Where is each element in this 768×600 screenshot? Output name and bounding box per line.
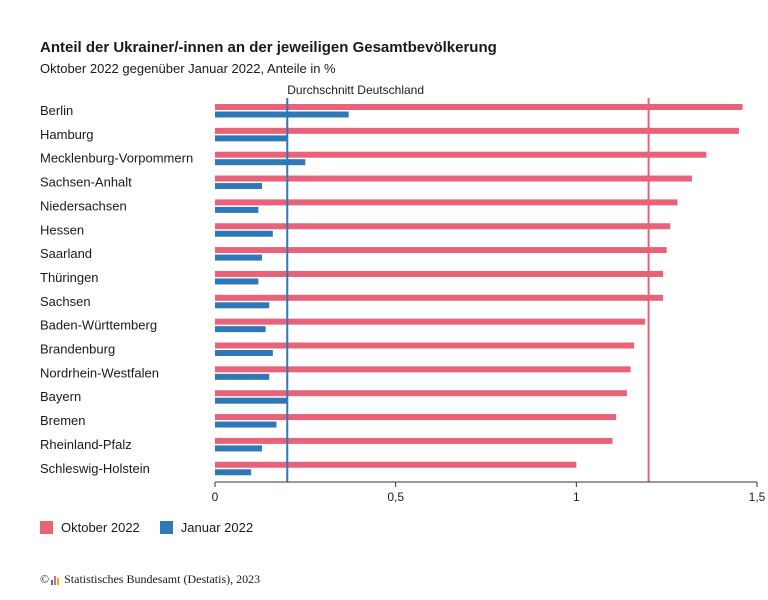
bar-januar bbox=[215, 469, 252, 476]
category-label: Bremen bbox=[40, 413, 86, 428]
category-label: Schleswig-Holstein bbox=[40, 461, 150, 476]
category-label: Baden-Württemberg bbox=[40, 318, 157, 333]
x-tick-label: 0 bbox=[212, 490, 219, 504]
category-label: Berlin bbox=[40, 103, 73, 118]
chart-subtitle: Oktober 2022 gegenüber Januar 2022, Ante… bbox=[40, 61, 336, 76]
bar-chart: Berlin Hamburg Mecklenburg-Vorpommern Sachs… bbox=[40, 83, 766, 504]
bar-oktober bbox=[215, 127, 739, 134]
category-label: Bayern bbox=[40, 389, 81, 404]
x-tick-label: 1 bbox=[573, 490, 580, 504]
legend-item-januar: Januar 2022 bbox=[159, 520, 254, 535]
x-tick-label: 1,5 bbox=[749, 490, 766, 504]
source-text: Statistisches Bundesamt (Destatis), 2023 bbox=[64, 572, 261, 586]
bar-januar bbox=[215, 206, 259, 213]
bar-oktober bbox=[215, 104, 743, 110]
category-label: Mecklenburg-Vorpommern bbox=[40, 151, 193, 166]
bar-oktober bbox=[215, 366, 631, 373]
bar-januar bbox=[215, 254, 262, 261]
bar-januar bbox=[215, 373, 270, 380]
legend-swatch-januar bbox=[159, 521, 173, 534]
category-label: Thüringen bbox=[40, 270, 99, 285]
reference-line-label: Durchschnitt Deutschland bbox=[287, 83, 424, 97]
bar-oktober bbox=[215, 151, 707, 158]
bar-oktober bbox=[215, 199, 678, 206]
bar-januar bbox=[215, 326, 266, 333]
chart-title: Anteil der Ukrainer/-innen an der jeweil… bbox=[40, 39, 497, 56]
legend: Oktober 2022 Januar 2022 bbox=[40, 520, 273, 535]
category-label: Niedersachsen bbox=[40, 198, 127, 213]
bar-januar bbox=[215, 445, 262, 452]
bar-oktober bbox=[215, 318, 645, 325]
bar-oktober bbox=[215, 223, 671, 230]
destatis-logo-icon bbox=[51, 575, 60, 585]
bar-januar bbox=[215, 302, 270, 309]
bar-oktober bbox=[215, 270, 664, 277]
legend-label-januar: Januar 2022 bbox=[180, 520, 254, 535]
source-note: © Statistisches Bundesamt (Destatis), 20… bbox=[40, 572, 260, 587]
legend-label-oktober: Oktober 2022 bbox=[61, 520, 140, 535]
bar-januar bbox=[215, 159, 306, 166]
copyright-symbol: © bbox=[40, 572, 50, 586]
bar-oktober bbox=[215, 437, 613, 444]
bar-oktober bbox=[215, 294, 664, 301]
category-label: Rheinland-Pfalz bbox=[40, 437, 132, 452]
bar-januar bbox=[215, 278, 259, 285]
category-label: Brandenburg bbox=[40, 342, 115, 357]
bar-oktober bbox=[215, 390, 627, 397]
bar-januar bbox=[215, 421, 277, 428]
category-label: Nordrhein-Westfalen bbox=[40, 365, 159, 380]
category-label: Sachsen bbox=[40, 294, 91, 309]
category-label: Sachsen-Anhalt bbox=[40, 175, 132, 190]
legend-swatch-oktober bbox=[40, 521, 53, 534]
bar-oktober bbox=[215, 414, 617, 421]
legend-item-oktober: Oktober 2022 bbox=[40, 520, 140, 535]
bar-januar bbox=[215, 397, 288, 404]
bar-januar bbox=[215, 350, 273, 356]
bar-januar bbox=[215, 230, 273, 237]
bar-januar bbox=[215, 135, 288, 142]
x-tick-label: 0,5 bbox=[387, 490, 404, 504]
bar-oktober bbox=[215, 247, 667, 254]
category-label: Hessen bbox=[40, 222, 84, 237]
bar-januar bbox=[215, 111, 349, 118]
category-label: Saarland bbox=[40, 246, 92, 261]
category-label: Hamburg bbox=[40, 127, 93, 142]
bar-januar bbox=[215, 183, 262, 190]
bar-oktober bbox=[215, 175, 692, 182]
bar-oktober bbox=[215, 342, 635, 349]
bar-oktober bbox=[215, 461, 577, 468]
